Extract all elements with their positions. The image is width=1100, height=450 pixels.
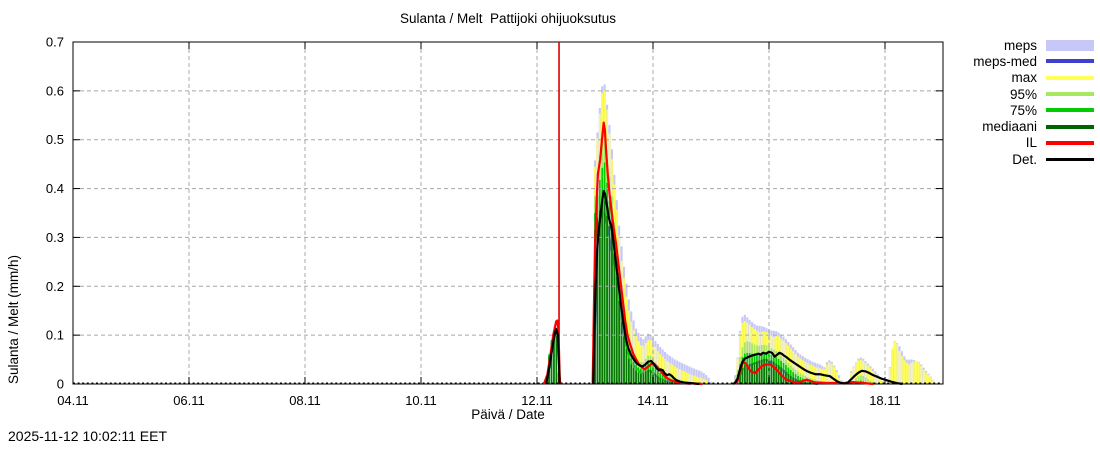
- meps-band-swatch: [1046, 39, 1094, 51]
- legend-item-75: 75%: [973, 102, 1094, 118]
- legend-label: Det.: [1012, 151, 1037, 167]
- det-line: [732, 350, 903, 386]
- y-tick-label: 0.6: [46, 83, 64, 98]
- il-line: [734, 360, 874, 386]
- y-tick-label: 0.4: [46, 181, 64, 196]
- x-tick-label: 18.11: [869, 393, 901, 408]
- legend-item-det: Det.: [973, 151, 1094, 167]
- y-tick-label: 0.1: [46, 328, 64, 343]
- x-tick-label: 08.11: [289, 393, 321, 408]
- x-axis-title: Päivä / Date: [471, 407, 545, 422]
- y-tick-label: 0.5: [46, 132, 64, 147]
- legend-item-95: 95%: [973, 86, 1094, 102]
- legend-item-mediaani: mediaani: [973, 118, 1094, 134]
- mediaani-line-swatch: [1046, 124, 1094, 129]
- y-tick-label: 0: [57, 377, 64, 392]
- det-line: [592, 189, 700, 386]
- legend-item-meps: meps: [973, 37, 1094, 53]
- legend-item-il: IL: [973, 135, 1094, 151]
- p95-line-swatch: [1046, 92, 1094, 97]
- legend-label: meps: [1003, 37, 1037, 53]
- x-tick-label: 12.11: [521, 393, 553, 408]
- il-line: [591, 121, 703, 386]
- legend-label: IL: [1025, 135, 1037, 151]
- legend-label: max: [1011, 70, 1037, 86]
- legend-label: 95%: [1009, 86, 1037, 102]
- y-axis-title: Sulanta / Melt (mm/h): [6, 254, 21, 384]
- y-tick-label: 0.2: [46, 279, 64, 294]
- legend-label: 75%: [1009, 102, 1037, 118]
- chart-title: Sulanta / Melt Pattijoki ohijuoksutus: [399, 11, 617, 26]
- p75-line-swatch: [1046, 108, 1094, 113]
- render-timestamp: 2025-11-12 10:02:11 EET: [8, 428, 168, 444]
- x-tick-label: 06.11: [173, 393, 205, 408]
- y-tick-label: 0.3: [46, 230, 64, 245]
- plot-border: [72, 41, 944, 385]
- legend-item-max: max: [973, 70, 1094, 86]
- x-tick-label: 04.11: [57, 393, 89, 408]
- max-line-swatch: [1046, 75, 1094, 80]
- meps-med-line-swatch: [1046, 59, 1094, 64]
- x-tick-label: 16.11: [753, 393, 785, 408]
- il-line-swatch: [1046, 140, 1094, 145]
- y-tick-label: 0.7: [46, 35, 64, 50]
- legend: meps meps-med max 95% 75% mediaani IL D: [973, 37, 1094, 167]
- legend-label: meps-med: [973, 53, 1037, 69]
- legend-label: mediaani: [982, 119, 1037, 135]
- x-tick-label: 14.11: [637, 393, 669, 408]
- x-tick-label: 10.11: [405, 393, 437, 408]
- det-line: [545, 327, 561, 385]
- legend-item-meps-med: meps-med: [973, 53, 1094, 69]
- det-line-swatch: [1046, 157, 1094, 161]
